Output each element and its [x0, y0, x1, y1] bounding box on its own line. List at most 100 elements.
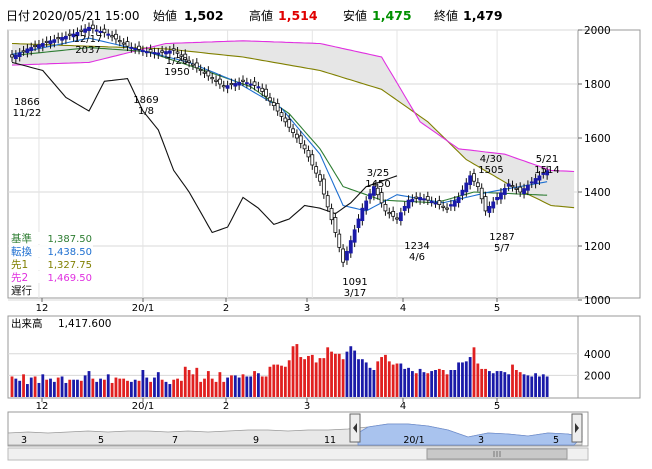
volume-bar: [307, 355, 310, 397]
candle-body: [479, 187, 484, 200]
volume-bar: [349, 346, 353, 397]
volume-bar: [541, 374, 545, 397]
candle-body: [314, 166, 319, 174]
month-label: 3: [304, 401, 310, 412]
volume-bar: [407, 367, 410, 397]
candle-body: [279, 112, 284, 117]
price-tick-label: 1400: [584, 187, 611, 199]
navigator-label: 20/1: [403, 435, 424, 446]
candle-body: [518, 186, 523, 193]
candle-body: [121, 42, 126, 45]
candle-body: [526, 184, 530, 191]
candle-body: [117, 40, 122, 43]
month-label: 12: [36, 401, 49, 412]
price-tick-label: 1200: [584, 241, 611, 253]
navigator-label: 3: [21, 435, 27, 446]
volume-bar: [122, 378, 126, 397]
candle-body: [25, 48, 30, 53]
candle-body: [514, 187, 519, 190]
close-label: 終値: [434, 8, 458, 23]
volume-bar: [68, 379, 72, 397]
candle-body: [271, 102, 276, 107]
volume-bar: [87, 371, 91, 397]
volume-bar: [153, 377, 156, 397]
volume-bar: [210, 378, 214, 397]
month-axis-top: 12 20/1 2 3 4 5: [36, 298, 500, 314]
indicator-legend: 基準 1,387.50 転換 1,438.50 先1 1,327.75 先2 1,469.50…: [9, 232, 93, 297]
candle-body: [75, 31, 80, 37]
annotation-value: 5/7: [494, 243, 510, 254]
volume-axis: 4000 2000: [584, 349, 611, 383]
candle-body: [233, 83, 238, 87]
annotation-value: 1505: [478, 165, 503, 176]
volume-bar: [14, 378, 18, 397]
volume-bar: [172, 379, 176, 397]
candle-body: [491, 201, 496, 209]
candle-body: [445, 207, 449, 210]
navigator[interactable]: [7, 413, 583, 446]
volume-bar: [545, 376, 549, 397]
candle-body: [441, 205, 446, 208]
legend-name: 先1: [11, 259, 28, 271]
candles: [10, 20, 550, 268]
price-tick-label: 1800: [584, 79, 611, 91]
volume-bar: [357, 359, 360, 397]
legend-name: 遅行: [11, 284, 32, 297]
volume-bar: [180, 380, 183, 397]
candle-body: [17, 52, 22, 57]
legend-bg: [9, 258, 93, 270]
scrollbar[interactable]: [7, 447, 589, 461]
candle-body: [356, 218, 361, 229]
volume-bar: [514, 370, 518, 397]
candle-body: [414, 196, 419, 199]
candle-body: [395, 217, 399, 220]
candle-body: [383, 204, 388, 212]
high-label: 高値: [249, 8, 273, 23]
chevron-left-icon: [353, 423, 357, 433]
candle-body: [237, 81, 242, 86]
candle-body: [133, 47, 138, 50]
candle-body: [167, 50, 172, 54]
candle-body: [487, 205, 492, 213]
volume-bar: [168, 384, 172, 397]
volume-bar: [345, 351, 349, 397]
volume-bars: [10, 344, 549, 397]
candle-body: [48, 40, 53, 45]
candle-body: [67, 33, 72, 36]
candle-body: [44, 40, 49, 43]
candle-body: [337, 233, 342, 248]
volume-bar: [257, 373, 260, 397]
candle-body: [179, 54, 184, 57]
month-label: 3: [304, 303, 310, 314]
volume-bar: [164, 381, 168, 397]
candle-body: [325, 195, 330, 208]
volume-bar: [391, 364, 395, 397]
price-tick-label: 1000: [584, 295, 611, 307]
volume-bar: [372, 370, 376, 397]
volume-bar: [129, 381, 133, 397]
volume-bar: [441, 370, 445, 397]
candle-body: [460, 189, 465, 196]
candle-body: [13, 54, 18, 60]
volume-bar: [76, 379, 79, 397]
volume-bar: [233, 375, 237, 397]
candle-body: [522, 188, 526, 195]
candle-body: [398, 212, 403, 222]
volume-bar: [426, 373, 430, 397]
volume-bar: [56, 377, 60, 397]
volume-bar: [445, 374, 449, 397]
volume-bar: [353, 350, 357, 397]
volume-bar: [26, 384, 29, 397]
candle-body: [499, 192, 503, 200]
volume-bar: [360, 359, 364, 397]
volume-bar: [187, 370, 191, 397]
volume-bar: [10, 376, 14, 397]
candle-body: [537, 175, 542, 181]
candle-body: [287, 119, 292, 128]
volume-bar: [133, 379, 137, 397]
volume-bar: [272, 364, 276, 397]
volume-bar: [414, 373, 418, 397]
